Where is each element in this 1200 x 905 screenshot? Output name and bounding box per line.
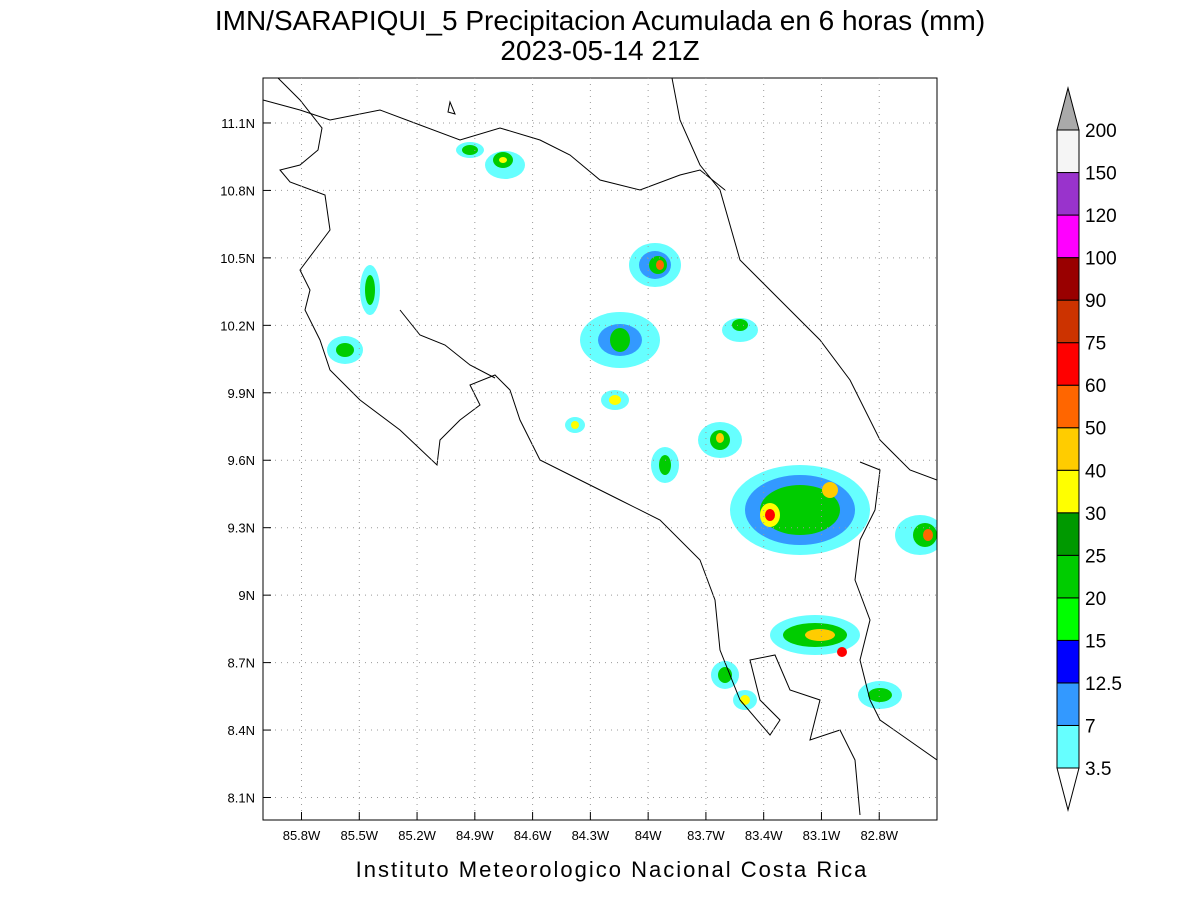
colorbar-label: 75 xyxy=(1085,334,1106,355)
colorbar-label: 150 xyxy=(1085,164,1117,185)
colorbar-box xyxy=(1056,639,1080,684)
colorbar-label: 90 xyxy=(1085,291,1106,312)
colorbar-box xyxy=(1056,257,1080,301)
colorbar-box xyxy=(1056,512,1080,556)
y-tick-label: 10.2N xyxy=(220,318,255,333)
y-tick-label: 10.5N xyxy=(220,251,255,266)
y-tick-label: 8.7N xyxy=(228,656,255,671)
colorbar-box xyxy=(1056,384,1080,429)
colorbar-label: 7 xyxy=(1085,716,1096,737)
y-tick-label: 8.1N xyxy=(228,791,255,806)
colorbar-box xyxy=(1056,214,1080,259)
colorbar-box xyxy=(1056,299,1080,344)
colorbar-box xyxy=(1056,129,1080,174)
y-tick-label: 9N xyxy=(238,588,255,603)
colorbar-box xyxy=(1056,172,1080,216)
colorbar-under xyxy=(1056,767,1080,812)
colorbar-label: 25 xyxy=(1085,546,1106,567)
precip-areas xyxy=(327,142,937,710)
colorbar-label: 50 xyxy=(1085,419,1106,440)
x-tick-label: 85.2W xyxy=(398,828,436,843)
footer: Instituto Meteorologico Nacional Costa R… xyxy=(356,857,869,882)
x-tick-label: 84W xyxy=(635,828,662,843)
colorbar-label: 15 xyxy=(1085,631,1106,652)
x-tick-label: 83.4W xyxy=(745,828,783,843)
colorbar-box xyxy=(1056,427,1080,471)
title: IMN/SARAPIQUI_5 Precipitacion Acumulada … xyxy=(215,5,985,36)
colorbar-label: 60 xyxy=(1085,376,1106,397)
colorbar-label: 20 xyxy=(1085,589,1106,610)
colorbar-label: 100 xyxy=(1085,249,1117,270)
colorbar-over xyxy=(1056,86,1080,131)
colorbar-label: 120 xyxy=(1085,206,1117,227)
x-tick-label: 84.3W xyxy=(572,828,610,843)
map-frame xyxy=(262,77,938,821)
x-tick-label: 85.8W xyxy=(283,828,321,843)
y-tick-label: 8.4N xyxy=(228,723,255,738)
colorbar-box xyxy=(1056,597,1080,641)
colorbar-label: 40 xyxy=(1085,461,1106,482)
colorbar-label: 12.5 xyxy=(1085,674,1122,695)
x-tick-label: 84.6W xyxy=(514,828,552,843)
x-tick-label: 85.5W xyxy=(340,828,378,843)
y-tick-label: 9.9N xyxy=(228,386,255,401)
colorbar-box xyxy=(1056,682,1080,726)
y-tick-label: 11.1N xyxy=(221,116,255,131)
y-tick-label: 10.8N xyxy=(220,183,255,198)
y-tick-label: 9.6N xyxy=(228,453,255,468)
x-tick-label: 84.9W xyxy=(456,828,494,843)
x-tick-label: 82.8W xyxy=(860,828,898,843)
map-layer xyxy=(263,78,937,816)
y-tick-label: 9.3N xyxy=(228,521,255,536)
colorbar-box xyxy=(1056,469,1080,514)
colorbar-label: 3.5 xyxy=(1085,759,1111,780)
x-tick-label: 83.1W xyxy=(803,828,841,843)
subtitle: 2023-05-14 21Z xyxy=(500,35,699,66)
x-tick-label: 83.7W xyxy=(687,828,725,843)
colorbar-box xyxy=(1056,342,1080,386)
colorbar-box xyxy=(1056,554,1080,599)
colorbar-box xyxy=(1056,724,1080,769)
colorbar-label: 30 xyxy=(1085,504,1106,525)
colorbar-label: 200 xyxy=(1085,121,1117,142)
coastlines xyxy=(263,78,937,816)
